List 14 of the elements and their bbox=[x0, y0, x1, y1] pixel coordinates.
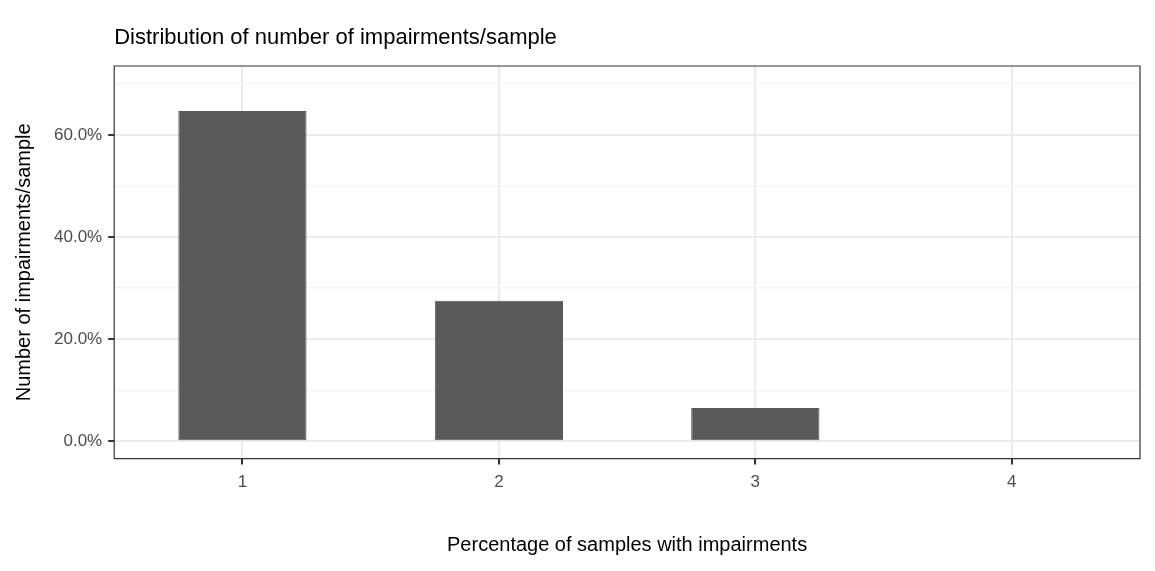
bar bbox=[434, 300, 563, 441]
y-tick-label: 0.0% bbox=[63, 430, 103, 450]
chart-title: Distribution of number of impairments/sample bbox=[114, 24, 557, 49]
y-axis-title: Number of impairments/sample bbox=[11, 123, 34, 402]
x-tick-label: 1 bbox=[237, 472, 248, 492]
y-tick-label: 40.0% bbox=[54, 226, 103, 246]
y-tick-label: 60.0% bbox=[54, 124, 103, 144]
x-tick-label: 4 bbox=[1007, 472, 1017, 492]
y-tick-label: 20.0% bbox=[54, 328, 103, 348]
x-tick-label: 2 bbox=[494, 472, 504, 492]
bar bbox=[691, 408, 820, 441]
bar bbox=[178, 110, 307, 441]
x-axis-title: Percentage of samples with impairments bbox=[447, 532, 808, 555]
x-tick-label: 3 bbox=[750, 472, 761, 492]
